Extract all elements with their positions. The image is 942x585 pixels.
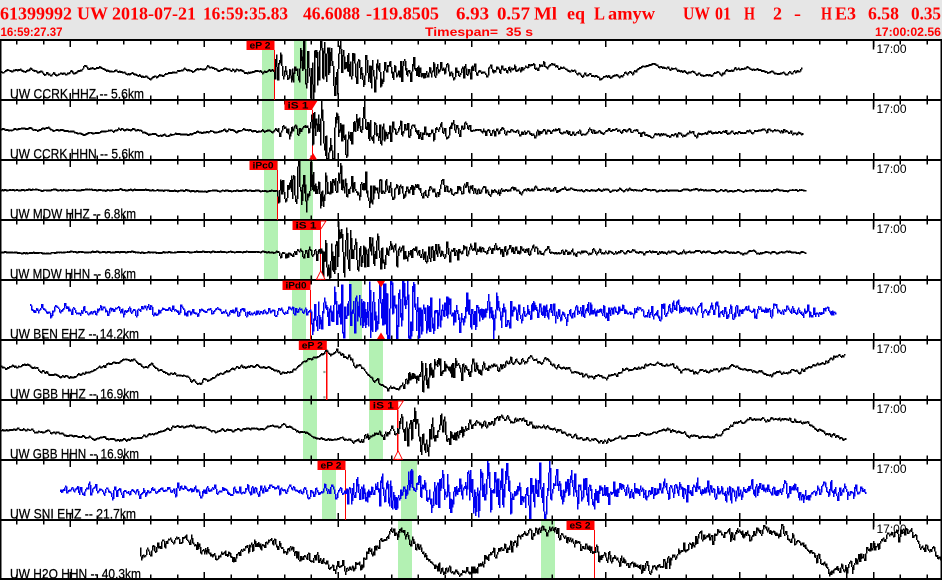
svg-text:16:59:35.83: 16:59:35.83 [203, 4, 288, 24]
svg-text:17:00: 17:00 [877, 222, 907, 236]
svg-text:UW CCRK HHZ -- 5.6km: UW CCRK HHZ -- 5.6km [10, 86, 144, 102]
svg-text:Ml: Ml [534, 4, 557, 24]
svg-text:eq: eq [567, 4, 585, 24]
svg-text:UW GBB HHN -- 16.9km: UW GBB HHN -- 16.9km [10, 446, 139, 462]
svg-text:61399992: 61399992 [0, 4, 72, 24]
svg-text:L: L [594, 4, 605, 24]
svg-text:iS 1: iS 1 [288, 101, 310, 112]
svg-text:-: - [794, 4, 801, 24]
svg-text:UW SNI EHZ -- 21.7km: UW SNI EHZ -- 21.7km [10, 506, 136, 522]
svg-text:amyw: amyw [608, 4, 655, 24]
svg-text:17:00: 17:00 [877, 402, 907, 416]
svg-text:46.6088: 46.6088 [303, 4, 360, 24]
svg-text:E3: E3 [835, 4, 856, 24]
svg-text:6.93: 6.93 [456, 4, 489, 24]
svg-text:eP 2: eP 2 [250, 41, 271, 52]
svg-text:iPd0: iPd0 [286, 281, 307, 292]
svg-text:17:00: 17:00 [877, 42, 907, 56]
svg-text:iS 1: iS 1 [296, 221, 318, 232]
svg-text:UW BEN EHZ -- 14.2km: UW BEN EHZ -- 14.2km [10, 326, 139, 342]
svg-text:17:00: 17:00 [877, 522, 907, 536]
svg-text:6.58: 6.58 [868, 4, 899, 24]
svg-text:17:00: 17:00 [877, 462, 907, 476]
svg-text:eS 2: eS 2 [570, 521, 591, 532]
svg-text:17:00: 17:00 [877, 162, 907, 176]
svg-text:UW GBB HHZ -- 16.9km: UW GBB HHZ -- 16.9km [10, 386, 139, 402]
svg-text:UW MDW HHZ -- 6.8km: UW MDW HHZ -- 6.8km [10, 206, 136, 222]
svg-text:Timespan= 35 s: Timespan= 35 s [425, 27, 533, 39]
svg-text:UW H2O HHN -- 40.3km: UW H2O HHN -- 40.3km [10, 566, 141, 581]
svg-text:2: 2 [773, 4, 782, 24]
svg-text:-119.8505: -119.8505 [366, 4, 439, 24]
svg-text:UW: UW [77, 4, 109, 24]
svg-text:17:00:02.56: 17:00:02.56 [875, 27, 941, 39]
svg-text:17:00: 17:00 [877, 342, 907, 356]
svg-text:eP 2: eP 2 [302, 341, 323, 352]
svg-text:17:00: 17:00 [877, 102, 907, 116]
svg-text:01: 01 [715, 4, 731, 24]
svg-text:0.35: 0.35 [911, 4, 941, 24]
svg-text:17:00: 17:00 [877, 282, 907, 296]
svg-text:iPc0: iPc0 [253, 161, 274, 172]
svg-text:eP 2: eP 2 [321, 461, 342, 472]
svg-text:UW: UW [683, 4, 710, 24]
svg-text:UW MDW HHN -- 6.8km: UW MDW HHN -- 6.8km [10, 266, 136, 282]
svg-text:H: H [821, 4, 832, 24]
svg-text:UW CCRK HHN -- 5.6km: UW CCRK HHN -- 5.6km [10, 146, 144, 162]
svg-text:iS 1: iS 1 [373, 401, 395, 412]
svg-text:2018-07-21: 2018-07-21 [112, 4, 196, 24]
svg-text:0.57: 0.57 [497, 4, 530, 24]
svg-text:H: H [744, 4, 755, 24]
svg-text:16:59:27.37: 16:59:27.37 [1, 27, 63, 39]
